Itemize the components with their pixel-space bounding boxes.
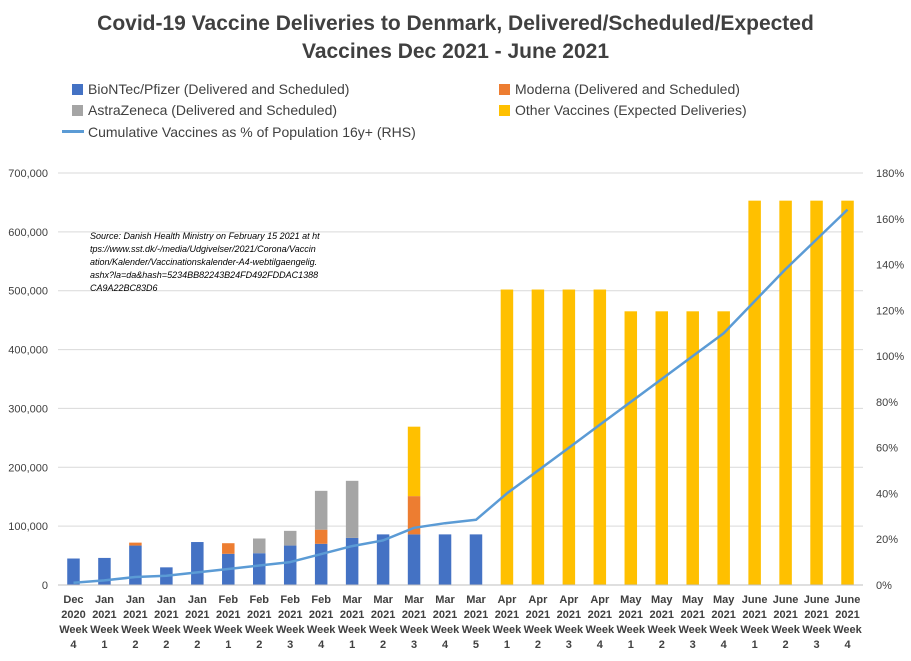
y-left-tick-label: 300,000 xyxy=(8,403,48,415)
y-right-tick-label: 40% xyxy=(876,488,898,500)
bar-other xyxy=(717,311,730,585)
x-tick-label: Jan 2021 Week 1 xyxy=(90,594,119,651)
y-left-tick-label: 200,000 xyxy=(8,462,48,474)
y-left-tick-label: 700,000 xyxy=(8,168,48,180)
bar-astrazeneca xyxy=(253,539,266,554)
bar-other xyxy=(532,290,545,585)
bar-other xyxy=(408,427,421,496)
x-tick-label: Mar 2021 Week 4 xyxy=(431,594,460,651)
x-tick-label: Mar 2021 Week 5 xyxy=(462,594,491,651)
chart-container: Covid-19 Vaccine Deliveries to Denmark, … xyxy=(0,0,911,661)
plot-area: 0 100,000 200,000 300,000 400,000 500,000 600,… xyxy=(0,0,911,661)
bar-pfizer xyxy=(284,546,297,585)
y-right-tick-label: 180% xyxy=(876,168,904,180)
y-left-tick-label: 100,000 xyxy=(8,521,48,533)
x-tick-label: Feb 2021 Week 1 xyxy=(214,594,243,651)
bar-other xyxy=(501,290,514,585)
bar-other xyxy=(656,311,669,585)
bar-pfizer xyxy=(315,544,328,585)
bar-astrazeneca xyxy=(284,531,297,546)
x-tick-label: June 2021 Week 2 xyxy=(771,594,800,651)
y-right-tick-label: 80% xyxy=(876,397,898,409)
x-tick-label: May 2021 Week 1 xyxy=(617,594,646,651)
x-tick-label: May 2021 Week 3 xyxy=(678,594,707,651)
bar-moderna xyxy=(222,543,235,554)
x-tick-label: Mar 2021 Week 3 xyxy=(400,594,429,651)
y-left-tick-label: 400,000 xyxy=(8,345,48,357)
bar-pfizer xyxy=(408,534,421,585)
y-right-tick-label: 120% xyxy=(876,305,904,317)
x-tick-label: Mar 2021 Week 2 xyxy=(369,594,398,651)
x-tick-label: Dec 2020 Week 4 xyxy=(59,594,88,651)
bar-pfizer xyxy=(129,546,142,585)
x-tick-label: Feb 2021 Week 4 xyxy=(307,594,336,651)
bar-other xyxy=(779,201,792,585)
bar-moderna xyxy=(129,543,142,546)
x-tick-label: Apr 2021 Week 4 xyxy=(586,594,615,651)
x-tick-label: Feb 2021 Week 2 xyxy=(245,594,274,651)
x-tick-label: May 2021 Week 4 xyxy=(709,594,738,651)
bar-astrazeneca xyxy=(346,481,359,538)
x-tick-label: Jan 2021 Week 2 xyxy=(121,594,150,651)
x-tick-label: May 2021 Week 2 xyxy=(647,594,676,651)
x-tick-label: June 2021 Week 1 xyxy=(740,594,769,651)
bar-astrazeneca xyxy=(315,491,328,530)
bar-pfizer xyxy=(439,534,452,585)
y-left-tick-label: 600,000 xyxy=(8,227,48,239)
x-tick-label: Mar 2021 Week 1 xyxy=(338,594,367,651)
x-tick-label: Apr 2021 Week 2 xyxy=(524,594,553,651)
y-right-tick-label: 140% xyxy=(876,260,904,272)
y-right-tick-label: 0% xyxy=(876,580,892,592)
bar-moderna xyxy=(315,530,328,544)
bar-other xyxy=(748,201,761,585)
x-tick-label: June 2021 Week 3 xyxy=(802,594,831,651)
y-right-tick-label: 160% xyxy=(876,214,904,226)
x-tick-label: Feb 2021 Week 3 xyxy=(276,594,305,651)
bar-other xyxy=(841,201,854,585)
y-right-tick-label: 20% xyxy=(876,534,898,546)
x-tick-label: Jan 2021 Week 2 xyxy=(152,594,181,651)
y-right-tick-label: 60% xyxy=(876,443,898,455)
y-left-tick-label: 0 xyxy=(42,580,48,592)
y-left-tick-label: 500,000 xyxy=(8,286,48,298)
bar-other xyxy=(810,201,823,585)
y-right-tick-label: 100% xyxy=(876,351,904,363)
x-tick-label: June 2021 Week 4 xyxy=(833,594,862,651)
bar-pfizer xyxy=(67,559,80,585)
x-tick-label: Apr 2021 Week 3 xyxy=(555,594,584,651)
bar-other xyxy=(594,290,607,585)
bar-pfizer xyxy=(253,553,266,585)
x-tick-label: Jan 2021 Week 2 xyxy=(183,594,212,651)
bar-pfizer xyxy=(191,542,204,585)
x-tick-label: Apr 2021 Week 1 xyxy=(493,594,522,651)
bar-pfizer xyxy=(470,534,483,585)
bar-other xyxy=(563,290,576,585)
bar-other xyxy=(625,311,638,585)
source-note: Source: Danish Health Ministry on Februa… xyxy=(90,230,320,295)
